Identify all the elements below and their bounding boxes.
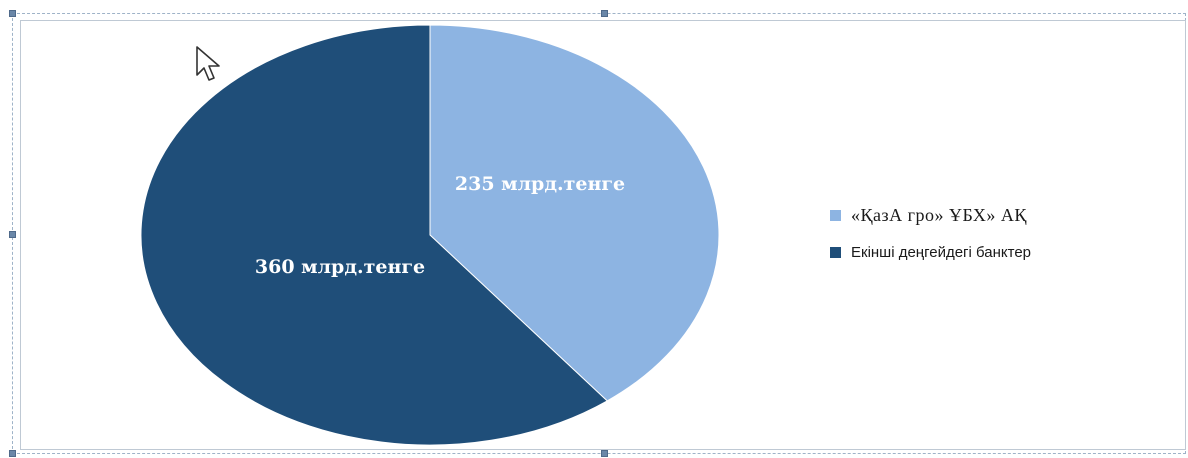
mouse-pointer-icon (196, 46, 220, 81)
slice-label-1: 360 млрд.тенге (255, 256, 425, 278)
legend-swatch-kazagro (830, 209, 841, 221)
pie-slice-0 (429, 24, 720, 402)
resize-handle-top-center[interactable] (601, 10, 608, 17)
resize-handle-bottom-left[interactable] (9, 450, 16, 457)
legend-label-banks: Екінші деңгейдегі банктер (851, 243, 1032, 261)
resize-handle-bottom-center[interactable] (601, 450, 608, 457)
legend-swatch-banks (830, 246, 841, 258)
legend-label-kazagro: «ҚазА гро» ҰБХ» АҚ (851, 204, 1027, 225)
slice-label-0: 235 млрд.тенге (455, 173, 625, 195)
resize-handle-middle-left[interactable] (9, 231, 16, 238)
pie-slice-1 (140, 24, 609, 446)
chart-legend: «ҚазА гро» ҰБХ» АҚ Екінші деңгейдегі бан… (830, 203, 1031, 277)
resize-handle-top-left[interactable] (9, 10, 16, 17)
chart-area-border (20, 20, 1186, 450)
legend-item-banks: Екінші деңгейдегі банктер (830, 240, 1031, 264)
legend-item-kazagro: «ҚазА гро» ҰБХ» АҚ (830, 203, 1031, 227)
